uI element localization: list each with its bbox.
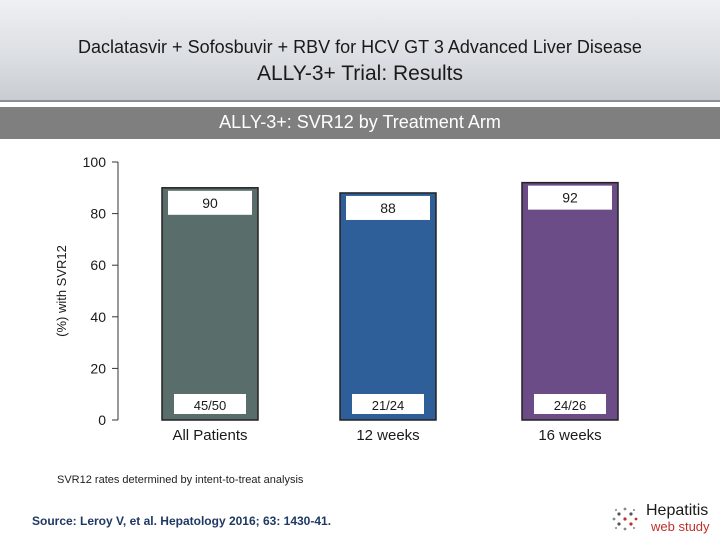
chart-banner [0, 107, 720, 139]
value-label-box [168, 190, 252, 215]
y-tick-label: 100 [83, 154, 107, 170]
bar-fraction-label: 24/26 [554, 398, 587, 413]
svr12-bar-chart: 0 20 40 60 80 100 (%) with SVR12 90 45/50 All Pat… [54, 154, 619, 444]
chart-title: ALLY-3+: SVR12 by Treatment Arm [219, 112, 501, 132]
y-tick-label: 80 [90, 206, 106, 222]
y-tick-label: 20 [90, 360, 106, 376]
fraction-label-box [534, 394, 606, 414]
fraction-label-box [174, 394, 246, 414]
footnote: SVR12 rates determined by intent-to-trea… [57, 474, 304, 486]
fraction-label-box [352, 394, 424, 414]
header [0, 0, 720, 102]
hepatitis-web-study-logo: Hepatitis web study [608, 502, 718, 536]
logo-word-hepatitis: Hepatitis [646, 502, 709, 519]
page-title: Daclatasvir + Sofosbuvir + RBV for HCV G… [78, 37, 642, 57]
bar-12-weeks [339, 192, 437, 421]
bar-value-label: 92 [562, 190, 578, 206]
y-tick-label: 40 [90, 309, 106, 325]
bar-fraction-label: 21/24 [372, 398, 405, 413]
bar-all-patients [161, 187, 259, 421]
y-tick-label: 60 [90, 257, 106, 273]
y-tick-label: 0 [98, 412, 106, 428]
x-category-label: 16 weeks [538, 427, 601, 444]
bar-fraction-label: 45/50 [194, 398, 227, 413]
logo-word-web-study: web study [651, 519, 710, 534]
page-subtitle: ALLY-3+ Trial: Results [256, 62, 464, 85]
x-category-label: All Patients [172, 427, 247, 444]
bar-value-label: 90 [202, 195, 218, 211]
value-label-box [346, 195, 430, 220]
dot-globe-icon [612, 507, 638, 531]
x-category-label: 12 weeks [356, 427, 419, 444]
y-axis-label: (%) with SVR12 [54, 245, 69, 337]
source-citation: Source: Leroy V, et al. Hepatology 2016;… [32, 514, 332, 528]
bar-16-weeks [521, 181, 619, 421]
bar-value-label: 88 [380, 200, 396, 216]
value-label-box [528, 185, 612, 210]
